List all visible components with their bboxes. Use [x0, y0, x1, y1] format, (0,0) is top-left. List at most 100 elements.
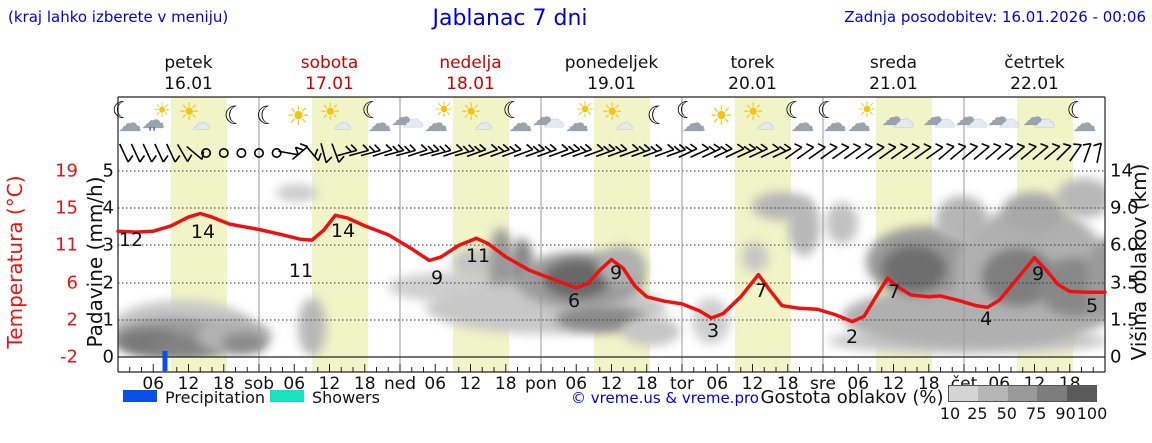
cloudG-glyph: ☁ [390, 103, 415, 131]
temp-axis-tick: -2 [60, 346, 78, 368]
cloudL-glyph: ☁ [756, 113, 775, 134]
cloud-blob [692, 298, 730, 344]
precip-axis-tick: 4 [102, 197, 114, 219]
moon-glyph: ☾ [784, 98, 806, 124]
moon-glyph: ☾ [111, 98, 133, 124]
x-axis-tick: 18 [353, 374, 376, 394]
cloudL-glyph: ☁ [965, 108, 988, 133]
temperature-value-label: 9 [430, 267, 444, 289]
wind-barb [642, 143, 663, 158]
wind-barb [808, 143, 826, 160]
precipitation-axis-title: Padavine (mm/h) [83, 176, 107, 348]
wind-barb [855, 143, 873, 160]
cloud-axis-tick: 6.0 [1110, 234, 1139, 256]
sun-cloud-small-icon: ☀ ☁ [740, 100, 776, 136]
day-date: 21.01 [869, 74, 918, 94]
wind-barb [236, 148, 247, 158]
sun-cloud-icon: ☀ ☁ [846, 100, 882, 136]
x-axis-tick: ned [383, 374, 417, 394]
wind-barb [513, 143, 534, 158]
wind-barb [737, 143, 757, 158]
wind-barb [372, 143, 393, 157]
clouds-icon: ☁ ☁ [532, 100, 568, 136]
cloudL-glyph: ☁ [615, 113, 634, 134]
colorbar-segment [949, 386, 979, 401]
wind-barb [118, 143, 134, 163]
cloud-axis-tick: 3.5 [1110, 272, 1139, 294]
sun-glyph: ☀ [153, 98, 172, 122]
wind-barb [304, 144, 322, 162]
cloudG-glyph: ☁ [141, 106, 166, 134]
wind-barb [619, 143, 640, 158]
cloudG-glyph: ☁ [531, 103, 556, 131]
cloud-axis-tick: 0 [1110, 346, 1122, 368]
last-update-timestamp: Zadnja posodobitev: 16.01.2026 - 00:06 [844, 8, 1146, 26]
day-name: nedelja [439, 53, 502, 73]
temp-axis-tick: 2 [66, 309, 78, 331]
colorbar-tick: 10 [939, 404, 961, 423]
wind-barb [278, 146, 300, 156]
cloudG-glyph: ☁ [117, 109, 142, 137]
precipitation-bar [162, 351, 168, 371]
cloudL-glyph: ☁ [474, 113, 493, 134]
wind-barb [337, 144, 358, 157]
cloudL-glyph: ☁ [192, 113, 211, 134]
temp-axis-tick: 6 [66, 272, 78, 294]
wind-barb [154, 143, 169, 163]
cloud-blob [452, 248, 494, 278]
cloudL-glyph: ☁ [998, 108, 1021, 133]
cloud-axis-tick: 1.5 [1110, 309, 1139, 331]
day-name: sobota [300, 53, 359, 73]
wind-barb [654, 143, 675, 158]
temperature-value-label: 12 [118, 229, 144, 251]
wind-barb [525, 143, 546, 158]
copyright-link[interactable]: © vreme.us & vreme.pro [571, 389, 759, 407]
temperature-value-label: 3 [706, 320, 720, 342]
day-name: četrtek [1004, 53, 1065, 73]
cloud-blob [1056, 178, 1105, 218]
wind-barb [254, 148, 264, 158]
sun-glyph: ☀ [434, 98, 454, 123]
sun-glyph: ☀ [319, 98, 341, 126]
wind-barb [666, 143, 687, 158]
moon-glyph: ☾ [675, 98, 697, 124]
cloudG-glyph: ☁ [822, 109, 847, 137]
wind-barb [925, 143, 944, 160]
wind-barb [560, 143, 581, 158]
sun-icon: ☀ [705, 100, 741, 136]
day-name: torek [730, 53, 775, 73]
wind-barb [678, 143, 698, 158]
wind-barb [331, 143, 345, 163]
x-axis-tick: 06 [142, 374, 165, 394]
clouds-icon: ☁ ☁ [881, 100, 917, 136]
precipitation-swatch [123, 390, 157, 402]
x-axis-tick: 12 [177, 374, 200, 394]
moon-cloud-icon: ☾ ☁ [359, 100, 395, 136]
wind-barb [772, 143, 792, 158]
moon-glyph: ☾ [816, 98, 838, 124]
moon-glyph: ☾ [361, 98, 383, 124]
moon-glyph: ☾ [1066, 98, 1088, 124]
clouds-icon: ☁ ☁ [987, 100, 1023, 136]
colorbar-tick: 25 [967, 404, 988, 423]
sun-glyph: ☀ [286, 101, 311, 132]
wind-barb [1056, 143, 1072, 161]
sun-glyph: ☀ [460, 98, 482, 126]
moon-cloud-icon: ☾ ☁ [1064, 100, 1100, 136]
wind-barb [396, 144, 417, 157]
cloudL-glyph: ☁ [1033, 108, 1056, 133]
x-axis-tick: 06 [565, 374, 588, 394]
clouds-icon: ☁ ☁ [923, 100, 959, 136]
colorbar-tick: 90 [1055, 404, 1076, 423]
wind-barb [701, 143, 721, 158]
cloud-blob [1086, 238, 1105, 322]
day-name: ponedeljek [564, 53, 659, 73]
temperature-value-label: 9 [609, 262, 623, 284]
wind-barb [760, 143, 780, 158]
cloud-axis-tick: 14 [1110, 160, 1133, 182]
cloud-density-layer [118, 166, 1105, 357]
cloud-blob [298, 298, 326, 356]
cloud-blob [222, 333, 266, 353]
moon-cloud-icon: ☾ ☁ [782, 100, 818, 136]
